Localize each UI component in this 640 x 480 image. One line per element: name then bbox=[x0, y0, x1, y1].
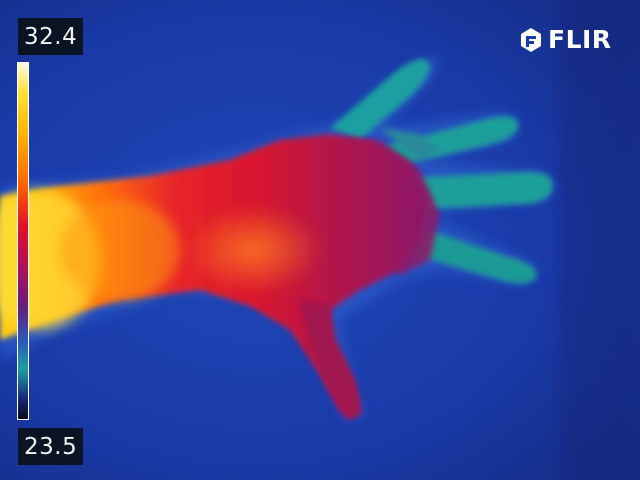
min-temperature-label: 23.5 bbox=[18, 428, 84, 465]
max-temperature-label: 32.4 bbox=[18, 18, 84, 55]
temperature-color-scale bbox=[17, 62, 29, 420]
flir-emblem-icon bbox=[521, 28, 541, 52]
brand-logo: FLIR bbox=[520, 26, 612, 54]
brand-name: FLIR bbox=[548, 25, 612, 54]
